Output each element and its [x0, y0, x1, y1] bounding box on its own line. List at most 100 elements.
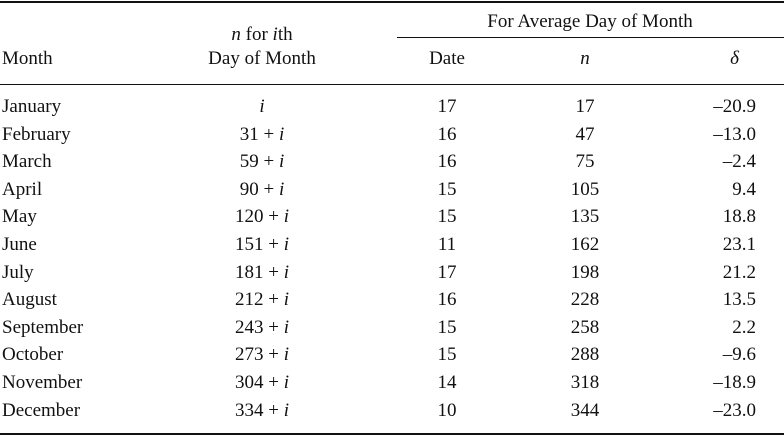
cell-delta: 2.2 [732, 316, 756, 338]
cell-delta: 9.4 [732, 178, 756, 200]
cell-delta: –20.9 [713, 96, 756, 117]
cell-delta: –9.6 [722, 344, 756, 366]
cell-n-i-var: i [283, 344, 289, 366]
header-group-average-day: For Average Day of Month [487, 11, 693, 32]
cell-month: February [2, 123, 71, 145]
cell-n: 228 [570, 289, 600, 311]
header-n-ith-line1: n for ith [231, 24, 292, 46]
cell-delta: –18.9 [713, 372, 756, 393]
header-bottom-rule [0, 84, 784, 85]
cell-n-i-var: i [283, 206, 289, 228]
table-row: October 273 + i 15 288 –9.6 [0, 344, 784, 371]
table-bottom-rule [0, 433, 784, 435]
header-n-ith-line2: Day of Month [208, 48, 316, 69]
table-row: September 243 + i 15 258 2.2 [0, 317, 784, 344]
cell-date: 17 [437, 96, 457, 117]
cell-n: 162 [570, 234, 600, 255]
header-n-for: for [240, 24, 273, 45]
cell-delta: –13.0 [713, 123, 756, 145]
table-row: June 151 + i 11 162 23.1 [0, 234, 784, 261]
table-row: March 59 + i 16 75 –2.4 [0, 151, 784, 178]
cell-month: April [2, 178, 43, 200]
table-row: February 31 + i 16 47 –13.0 [0, 124, 784, 151]
table-row: May 120 + i 15 135 18.8 [0, 206, 784, 233]
cell-date: 14 [437, 372, 457, 393]
cell-n-offset: 31 + [239, 123, 279, 145]
cell-n: 198 [570, 261, 600, 283]
header-n: n [580, 48, 590, 69]
cell-n-offset: 334 + [235, 399, 284, 421]
table-row: April 90 + i 15 105 9.4 [0, 179, 784, 206]
table-row: August 212 + i 16 228 13.5 [0, 289, 784, 316]
cell-n: 344 [570, 399, 600, 421]
header-th: th [277, 24, 293, 45]
cell-date: 15 [437, 344, 457, 366]
group-header-rule [397, 37, 784, 38]
cell-n: 47 [575, 123, 595, 145]
cell-date: 16 [437, 123, 457, 145]
cell-n-offset: 304 + [235, 372, 284, 393]
cell-month: December [2, 399, 81, 421]
cell-n-i-var: i [278, 123, 285, 145]
table-row: July 181 + i 17 198 21.2 [0, 262, 784, 289]
cell-n-ith-day: 181 + i [235, 262, 289, 284]
cell-month: August [2, 289, 57, 311]
cell-n-ith-day: 212 + i [235, 289, 289, 311]
header-i-var: i [272, 24, 278, 45]
cell-n-i-var: i [283, 234, 289, 255]
header-month: Month [2, 48, 53, 69]
cell-n-offset: 151 + [235, 234, 284, 255]
cell-delta: 23.1 [722, 234, 756, 255]
header-date: Date [429, 48, 465, 69]
cell-n-i-var: i [283, 372, 289, 393]
cell-n-i-var: i [283, 399, 289, 421]
cell-n-offset: 59 + [239, 151, 279, 173]
cell-delta: –23.0 [713, 399, 756, 421]
cell-n: 318 [570, 372, 600, 393]
cell-date: 16 [437, 289, 457, 311]
cell-n-i-var: i [259, 96, 265, 117]
cell-n-i-var: i [278, 178, 285, 200]
cell-n: 17 [575, 96, 595, 117]
cell-delta: –2.4 [722, 151, 756, 173]
cell-n: 105 [570, 178, 600, 200]
cell-n-i-var: i [283, 289, 289, 311]
cell-n: 288 [570, 344, 600, 366]
cell-n: 258 [570, 316, 600, 338]
cell-n-offset: 273 + [235, 344, 284, 366]
cell-n-ith-day: 304 + i [235, 372, 289, 394]
cell-date: 15 [437, 178, 457, 200]
cell-month: June [2, 234, 37, 255]
table-top-rule [0, 1, 784, 3]
cell-date: 10 [437, 399, 457, 421]
cell-month: May [2, 206, 37, 228]
cell-n: 135 [570, 206, 600, 228]
cell-delta: 21.2 [722, 261, 756, 283]
cell-n-i-var: i [283, 261, 289, 283]
cell-n-ith-day: 120 + i [235, 206, 289, 228]
cell-n-ith-day: 243 + i [235, 317, 289, 339]
cell-n-ith-day: 151 + i [235, 234, 289, 256]
cell-date: 17 [437, 261, 457, 283]
cell-n-offset: 181 + [235, 261, 284, 283]
cell-month: September [2, 316, 84, 338]
cell-n-offset: 243 + [235, 316, 284, 338]
cell-month: January [2, 96, 62, 117]
cell-n-ith-day: 90 + i [240, 179, 285, 201]
cell-n-ith-day: 273 + i [235, 344, 289, 366]
cell-n-ith-day: i [259, 96, 264, 118]
cell-date: 16 [437, 151, 457, 173]
cell-n-i-var: i [283, 316, 289, 338]
header-n-var: n [231, 24, 241, 45]
header-delta: δ [730, 48, 739, 69]
cell-month: July [2, 261, 34, 283]
cell-n: 75 [575, 151, 595, 173]
cell-month: March [2, 151, 52, 173]
cell-date: 15 [437, 206, 457, 228]
cell-n-i-var: i [278, 151, 285, 173]
cell-n-offset: 120 + [235, 206, 284, 228]
cell-n-ith-day: 334 + i [235, 400, 289, 422]
cell-delta: 13.5 [722, 289, 756, 311]
cell-date: 11 [437, 234, 457, 255]
cell-n-ith-day: 59 + i [240, 151, 285, 173]
